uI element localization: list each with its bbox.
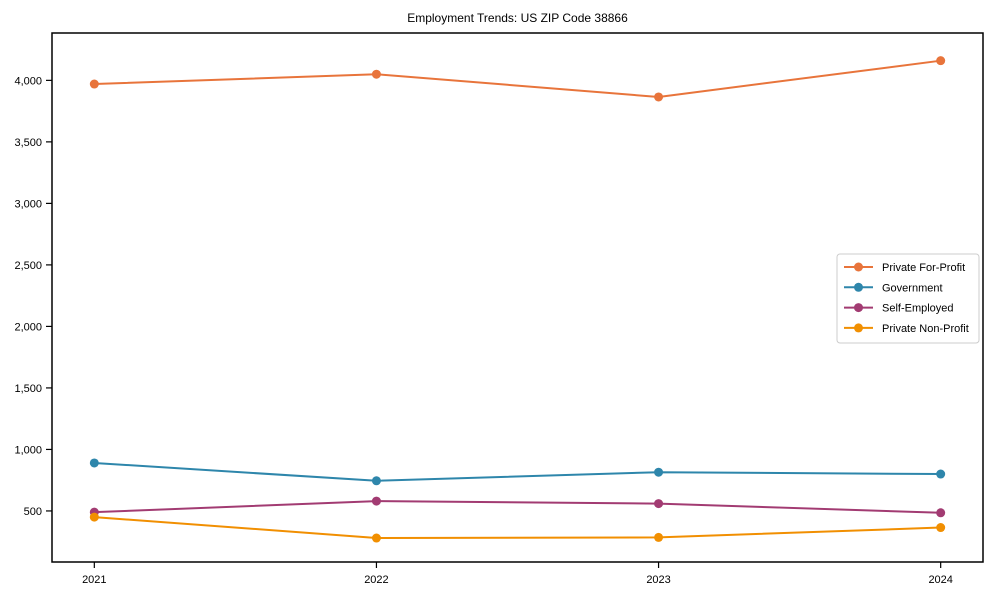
chart-title: Employment Trends: US ZIP Code 38866	[407, 11, 628, 25]
data-point-private-non-profit	[371, 533, 381, 543]
data-point-private-non-profit	[654, 532, 664, 542]
legend-label-private-non-profit: Private Non-Profit	[882, 323, 969, 335]
data-point-self-employed	[371, 496, 381, 506]
y-tick-label: 4,000	[14, 75, 42, 87]
series-line-self-employed	[93, 500, 942, 514]
y-tick-label: 2,000	[14, 321, 42, 333]
legend-marker-icon-private-non-profit	[854, 323, 863, 333]
x-tick-label: 2021	[82, 574, 106, 586]
y-tick-label: 3,500	[14, 137, 42, 149]
legend-label-government: Government	[882, 282, 943, 294]
series-line-private-non-profit	[93, 516, 942, 540]
y-tick-label: 1,000	[14, 444, 42, 456]
series-line-government	[93, 461, 942, 482]
data-point-government	[371, 476, 381, 486]
x-tick-label: 2023	[646, 574, 670, 586]
data-point-government	[654, 467, 664, 477]
plot-frame	[51, 32, 984, 563]
data-point-private-for-profit	[936, 56, 946, 66]
y-tick-label: 3,000	[14, 198, 42, 210]
series-line-private-for-profit	[93, 59, 942, 98]
data-point-private-non-profit	[89, 512, 99, 522]
data-point-government	[89, 458, 99, 468]
x-tick-label: 2022	[364, 574, 388, 586]
legend-box	[836, 253, 980, 344]
data-point-private-for-profit	[654, 92, 664, 102]
data-point-self-employed	[936, 508, 946, 518]
legend-marker-icon-government	[854, 282, 863, 292]
legend-marker-icon-self-employed	[854, 303, 863, 313]
y-tick-label: 2,500	[14, 260, 42, 272]
y-tick-label: 500	[24, 506, 42, 518]
x-tick-label: 2024	[928, 574, 952, 586]
legend-label-self-employed: Self-Employed	[882, 303, 954, 315]
y-tick-label: 1,500	[14, 383, 42, 395]
data-point-private-for-profit	[371, 69, 381, 79]
data-point-government	[936, 469, 946, 479]
legend-label-private-for-profit: Private For-Profit	[882, 262, 965, 274]
data-point-private-non-profit	[936, 523, 946, 533]
legend-marker-icon-private-for-profit	[854, 262, 863, 272]
data-point-private-for-profit	[89, 79, 99, 89]
data-point-self-employed	[654, 499, 664, 509]
